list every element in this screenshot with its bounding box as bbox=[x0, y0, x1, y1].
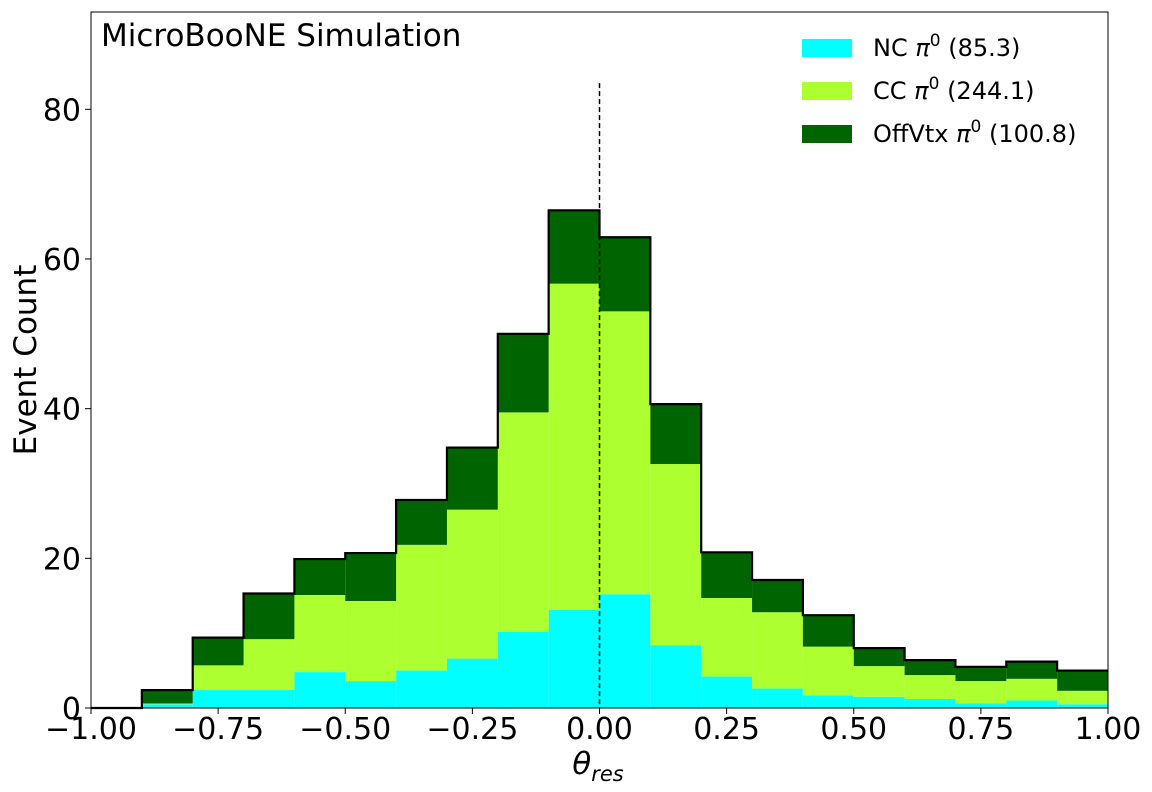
bar-nc-bin-12 bbox=[701, 676, 753, 708]
bar-cc-bin-3 bbox=[243, 639, 295, 691]
bar-offvtx-bin-12 bbox=[701, 552, 753, 598]
y-tick-label: 0 bbox=[62, 692, 81, 727]
x-tick-label: −1.00 bbox=[45, 712, 137, 747]
bar-nc-bin-17 bbox=[955, 703, 1007, 708]
x-tick-label: −0.50 bbox=[299, 712, 391, 747]
x-tick-label: 0.00 bbox=[566, 712, 633, 747]
bar-nc-bin-13 bbox=[752, 688, 803, 708]
bar-nc-bin-2 bbox=[192, 690, 244, 708]
bar-cc-bin-17 bbox=[955, 681, 1007, 704]
bar-offvtx-bin-13 bbox=[752, 580, 803, 613]
bar-cc-bin-6 bbox=[396, 544, 447, 671]
stacked-bars bbox=[141, 210, 1108, 708]
bar-cc-bin-2 bbox=[192, 665, 244, 691]
bar-offvtx-bin-18 bbox=[1006, 661, 1058, 679]
bar-nc-bin-7 bbox=[446, 658, 498, 708]
bar-offvtx-bin-5 bbox=[345, 553, 397, 601]
bar-offvtx-bin-14 bbox=[802, 615, 854, 647]
bar-cc-bin-12 bbox=[701, 597, 753, 677]
bar-offvtx-bin-16 bbox=[904, 660, 956, 676]
bar-cc-bin-13 bbox=[752, 612, 803, 689]
bar-cc-bin-1 bbox=[141, 703, 193, 705]
x-axis-label: θres bbox=[572, 746, 624, 786]
legend-label-offvtx: OffVtx π0 (100.8) bbox=[873, 117, 1076, 148]
y-axis-label: Event Count bbox=[8, 265, 44, 456]
x-tick-label: −0.25 bbox=[426, 712, 518, 747]
bar-nc-bin-11 bbox=[650, 645, 702, 708]
bar-offvtx-bin-10 bbox=[599, 237, 651, 312]
bar-offvtx-bin-4 bbox=[294, 559, 346, 595]
bar-nc-bin-9 bbox=[548, 609, 600, 708]
bar-nc-bin-10 bbox=[599, 594, 651, 708]
x-tick-label: −0.75 bbox=[172, 712, 264, 747]
bar-cc-bin-16 bbox=[904, 675, 956, 700]
legend-label-cc: CC π0 (244.1) bbox=[873, 74, 1035, 105]
bar-cc-bin-4 bbox=[294, 594, 346, 673]
bar-nc-bin-18 bbox=[1006, 700, 1058, 708]
simulation-label: MicroBooNE Simulation bbox=[101, 18, 461, 54]
y-tick-label: 80 bbox=[43, 93, 81, 128]
bar-offvtx-bin-11 bbox=[650, 404, 702, 465]
legend-swatch-offvtx bbox=[802, 125, 852, 143]
bar-offvtx-bin-6 bbox=[396, 499, 447, 545]
bar-offvtx-bin-2 bbox=[192, 637, 244, 666]
bar-nc-bin-3 bbox=[243, 690, 295, 708]
x-axis-label-symbol: θ bbox=[572, 746, 591, 782]
bar-nc-bin-4 bbox=[294, 672, 346, 708]
bar-cc-bin-11 bbox=[650, 464, 702, 646]
bar-offvtx-bin-8 bbox=[497, 333, 549, 413]
bar-cc-bin-14 bbox=[802, 646, 854, 696]
bar-nc-bin-14 bbox=[802, 695, 854, 708]
bar-offvtx-bin-3 bbox=[243, 593, 295, 640]
legend: NC π0 (85.3) CC π0 (244.1) OffVtx π0 (100.… bbox=[802, 31, 1076, 148]
x-axis-label-subscript: res bbox=[591, 762, 624, 786]
bar-nc-bin-1 bbox=[141, 704, 193, 708]
bar-nc-bin-5 bbox=[345, 681, 397, 708]
axis-ticks: −1.00 −0.75 −0.50 −0.25 0.00 0.25 0.50 0.75 1.00… bbox=[43, 93, 1142, 747]
legend-label-nc: NC π0 (85.3) bbox=[873, 31, 1020, 62]
x-tick-label: 0.25 bbox=[693, 712, 760, 747]
legend-swatch-nc bbox=[802, 39, 852, 57]
x-tick-label: 1.00 bbox=[1075, 712, 1142, 747]
bar-offvtx-bin-19 bbox=[1057, 670, 1108, 691]
bar-offvtx-bin-7 bbox=[446, 447, 498, 510]
bar-nc-bin-19 bbox=[1057, 704, 1108, 708]
y-tick-label: 40 bbox=[43, 393, 81, 428]
bar-cc-bin-7 bbox=[446, 509, 498, 659]
bar-nc-bin-6 bbox=[396, 670, 447, 708]
bar-cc-bin-19 bbox=[1057, 690, 1108, 705]
y-tick-label: 20 bbox=[43, 542, 81, 577]
bar-nc-bin-16 bbox=[904, 699, 956, 708]
y-tick-label: 60 bbox=[43, 243, 81, 278]
bar-cc-bin-10 bbox=[599, 311, 651, 595]
bar-cc-bin-9 bbox=[548, 283, 600, 610]
bar-cc-bin-8 bbox=[497, 412, 549, 632]
bar-cc-bin-5 bbox=[345, 600, 397, 682]
legend-swatch-cc bbox=[802, 82, 852, 100]
bar-offvtx-bin-15 bbox=[853, 648, 905, 667]
bar-offvtx-bin-9 bbox=[548, 210, 600, 284]
bar-cc-bin-15 bbox=[853, 666, 905, 697]
x-tick-label: 0.75 bbox=[947, 712, 1014, 747]
bar-cc-bin-18 bbox=[1006, 678, 1058, 701]
x-tick-label: 0.50 bbox=[820, 712, 887, 747]
bar-offvtx-bin-17 bbox=[955, 666, 1007, 682]
bar-nc-bin-15 bbox=[853, 696, 905, 708]
bar-nc-bin-8 bbox=[497, 631, 549, 708]
bar-offvtx-bin-1 bbox=[141, 690, 193, 704]
